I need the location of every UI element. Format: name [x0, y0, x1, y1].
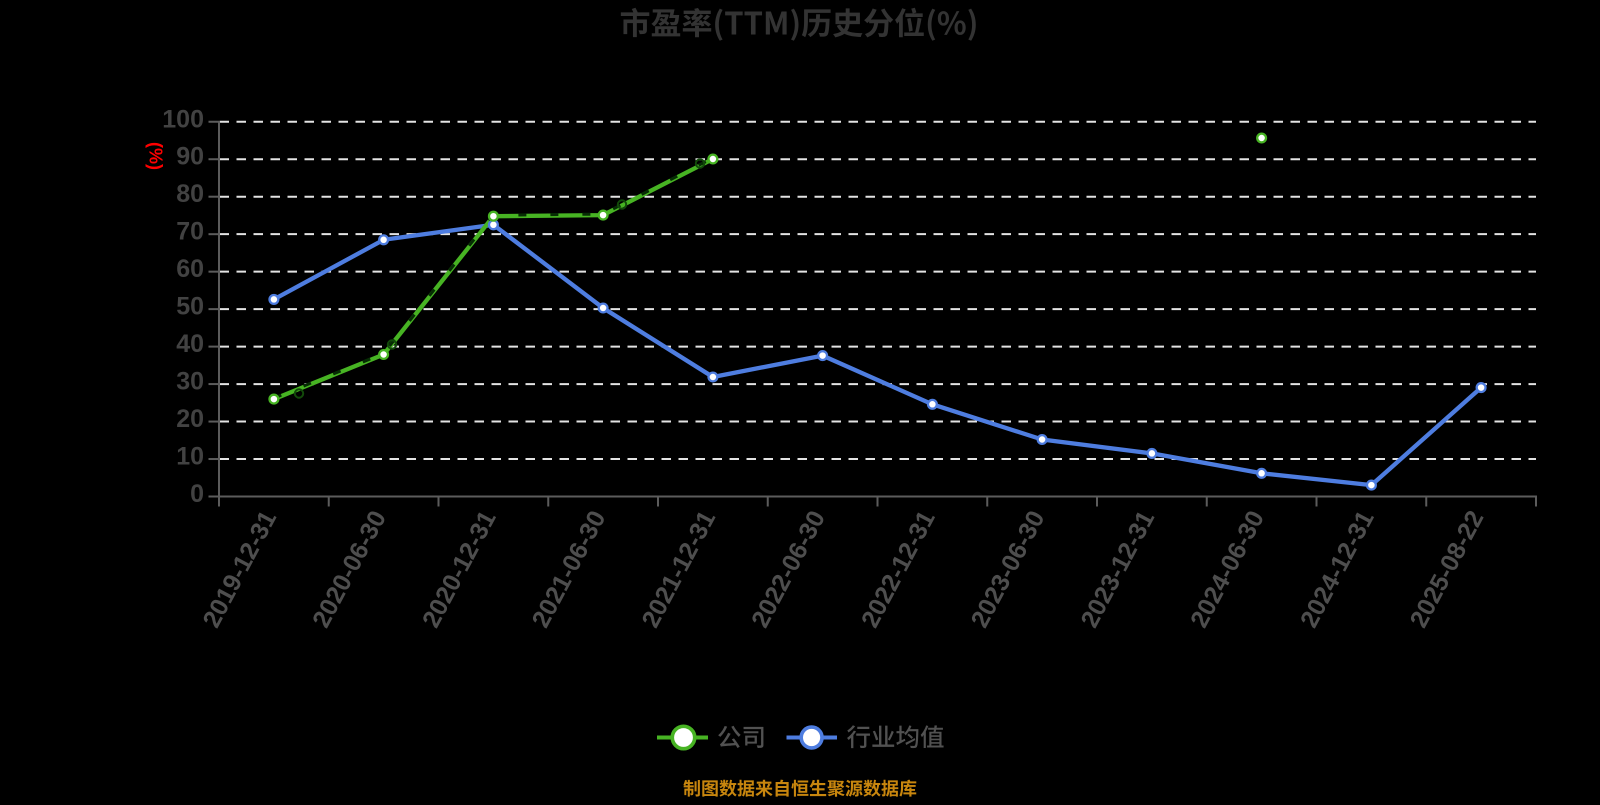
svg-text:90: 90	[176, 143, 204, 171]
svg-text:0: 0	[190, 480, 204, 508]
svg-text:(%): (%)	[146, 142, 166, 170]
svg-text:10: 10	[176, 443, 204, 471]
svg-text:60: 60	[176, 255, 204, 283]
svg-text:100: 100	[162, 105, 204, 133]
svg-text:20: 20	[176, 405, 204, 433]
svg-text:50: 50	[176, 293, 204, 321]
svg-text:40: 40	[176, 330, 204, 358]
svg-text:70: 70	[176, 218, 204, 246]
svg-text:30: 30	[176, 368, 204, 396]
svg-text:80: 80	[176, 180, 204, 208]
